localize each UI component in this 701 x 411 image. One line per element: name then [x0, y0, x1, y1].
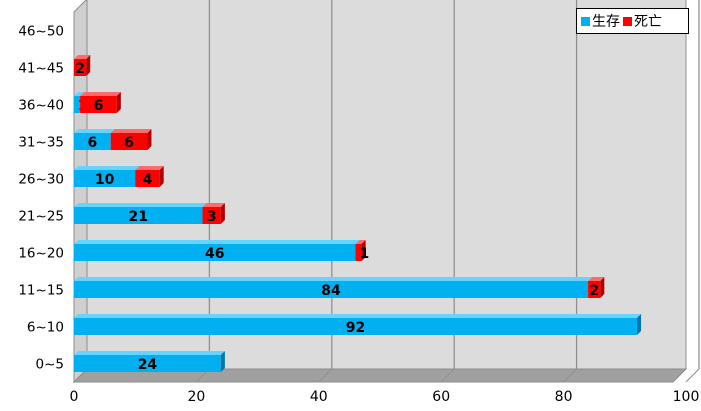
data-label: 6 [94, 98, 104, 114]
bar-top [74, 166, 140, 170]
data-label: 21 [129, 209, 148, 225]
bar-end [220, 203, 225, 224]
y-tick-label: 21~25 [18, 209, 64, 225]
gridline-floor [563, 368, 577, 383]
bar [74, 207, 203, 224]
bar-top [74, 203, 207, 207]
y-tick-label: 0~5 [36, 357, 65, 373]
bar [74, 244, 356, 261]
y-tick-label: 26~30 [18, 172, 64, 188]
bar-top [588, 277, 605, 281]
y-tick-label: 41~45 [18, 61, 64, 77]
bar-top [355, 240, 366, 244]
data-label: 4 [143, 172, 153, 188]
bar-end [637, 314, 642, 335]
y-tick-label: 6~10 [27, 320, 64, 336]
chart-legend: 生存 死亡 [576, 8, 689, 34]
bar-top [74, 129, 115, 133]
y-tick-label: 31~35 [18, 135, 64, 151]
bar-end [159, 166, 164, 187]
data-label: 92 [346, 320, 365, 336]
bar [202, 207, 221, 224]
bar [588, 281, 601, 298]
bar-end [600, 277, 605, 298]
data-label: 1 [360, 246, 370, 262]
x-tick-label: 100 [673, 389, 700, 405]
gridline-floor [440, 368, 455, 383]
bar-top [74, 55, 91, 59]
legend-swatch-death [623, 16, 632, 26]
data-label: 6 [124, 135, 134, 151]
gridline-floor [318, 368, 333, 383]
bar-end [147, 129, 152, 150]
data-label: 46 [205, 246, 224, 262]
bar-top [80, 92, 121, 96]
data-label: 3 [207, 209, 217, 225]
data-label: 6 [87, 135, 97, 151]
bar-end [220, 351, 225, 372]
data-label: 2 [589, 283, 599, 299]
bar-end [116, 92, 121, 113]
floor [72, 368, 688, 383]
legend-item-death: 死亡 [623, 11, 662, 31]
bar [80, 96, 117, 113]
x-tick-label: 40 [310, 389, 328, 405]
bar [74, 170, 136, 187]
bar-end [361, 240, 366, 261]
bar [74, 133, 111, 150]
legend-label-survive: 生存 [592, 14, 620, 30]
bar [355, 244, 362, 261]
bar [74, 96, 81, 113]
y-tick-label: 46~50 [18, 24, 64, 40]
bar-top [135, 166, 164, 170]
bar-top [74, 92, 85, 96]
y-tick-label: 16~20 [18, 246, 64, 262]
y-tick-label: 36~40 [18, 98, 64, 114]
legend-label-death: 死亡 [634, 14, 662, 30]
back-wall [86, 0, 687, 370]
bar-top [74, 314, 642, 318]
bar-top [202, 203, 225, 207]
gridline-floor [685, 368, 700, 383]
data-label: 2 [75, 61, 85, 77]
data-label: 10 [95, 172, 115, 188]
bar-top [74, 277, 593, 281]
legend-item-survive: 生存 [581, 11, 620, 31]
bar-end [86, 55, 91, 76]
bar [135, 170, 160, 187]
x-tick-label: 80 [555, 389, 573, 405]
y-tick-label: 11~15 [18, 283, 64, 299]
x-tick-label: 60 [432, 389, 450, 405]
bar-top [74, 351, 225, 355]
x-tick-label: 20 [187, 389, 205, 405]
bar [74, 59, 87, 76]
legend-swatch-survive [581, 16, 590, 26]
data-label: 84 [321, 283, 341, 299]
bar-top [110, 129, 152, 133]
bar [74, 318, 638, 335]
x-tick-label: 0 [70, 389, 79, 405]
bar [110, 133, 148, 150]
data-label: 24 [138, 357, 158, 373]
bar [74, 355, 221, 372]
bar-top [74, 240, 360, 244]
bar [74, 281, 589, 298]
